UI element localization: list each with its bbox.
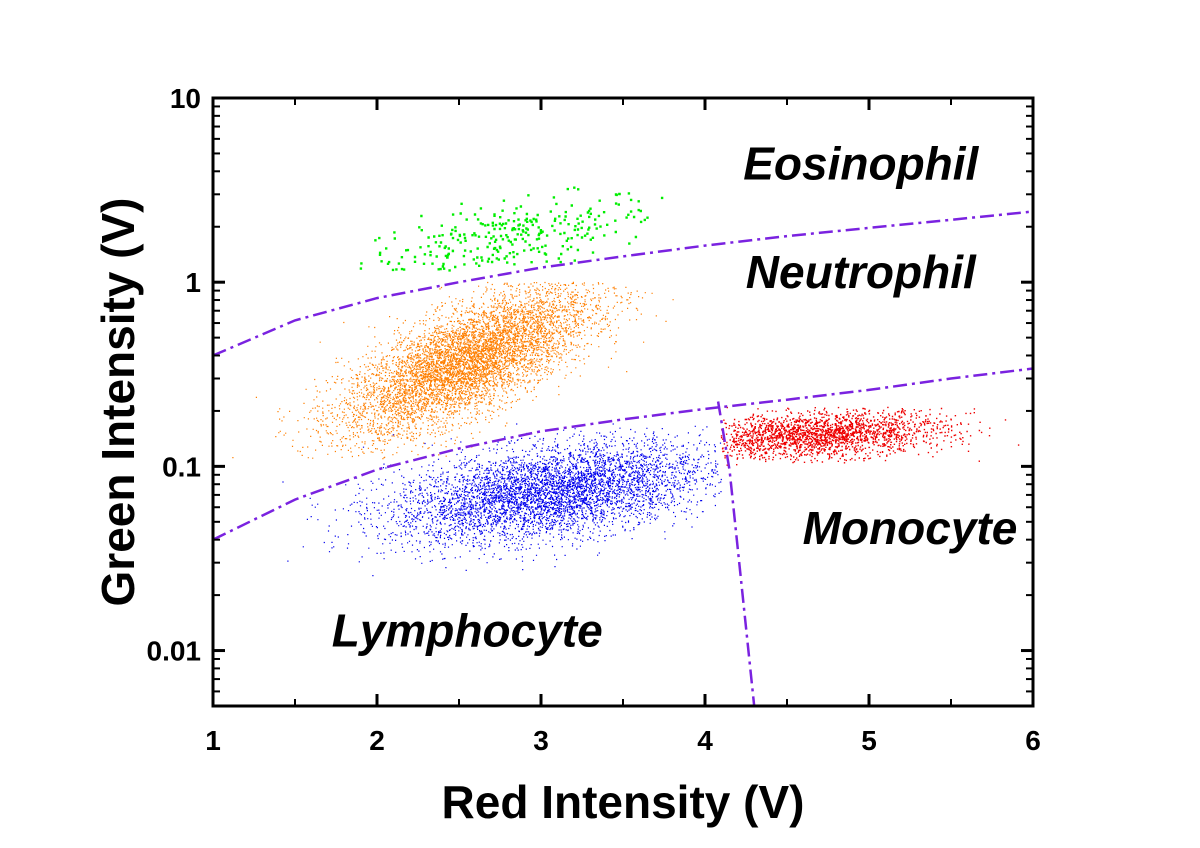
y-tick-label: 0.1 bbox=[162, 451, 201, 482]
x-tick-label: 6 bbox=[1025, 725, 1041, 756]
region-label-lymphocyte: Lymphocyte bbox=[332, 605, 603, 657]
x-tick-label: 1 bbox=[205, 725, 221, 756]
region-labels: Eosinophil Neutrophil Monocyte Lymphocyte bbox=[332, 138, 1018, 657]
y-tick-label: 0.01 bbox=[147, 636, 202, 667]
series-0-points bbox=[359, 186, 664, 272]
x-tick-label: 4 bbox=[697, 725, 713, 756]
region-label-eosinophil: Eosinophil bbox=[743, 138, 979, 190]
x-axis-title: Red Intensity (V) bbox=[442, 776, 805, 828]
boundary-line-2 bbox=[716, 401, 756, 706]
y-axis-title: Green Intensity (V) bbox=[92, 198, 144, 607]
y-tick-label: 1 bbox=[185, 267, 201, 298]
series-1-points bbox=[232, 281, 674, 460]
y-tick-label: 10 bbox=[170, 83, 201, 114]
x-tick-label: 2 bbox=[369, 725, 385, 756]
series-2-points bbox=[282, 423, 722, 577]
region-boundaries bbox=[213, 210, 1033, 706]
x-tick-label: 3 bbox=[533, 725, 549, 756]
region-label-monocyte: Monocyte bbox=[803, 502, 1018, 554]
axis-ticks: 1 2 3 4 5 6 0.01 0.1 1 10 bbox=[147, 83, 1041, 756]
series-3-points bbox=[720, 406, 1020, 466]
region-label-neutrophil: Neutrophil bbox=[746, 246, 977, 298]
boundary-line-0 bbox=[213, 210, 1033, 357]
x-tick-label: 5 bbox=[861, 725, 877, 756]
data-points bbox=[232, 186, 1020, 577]
boundary-line-1 bbox=[213, 367, 1033, 541]
